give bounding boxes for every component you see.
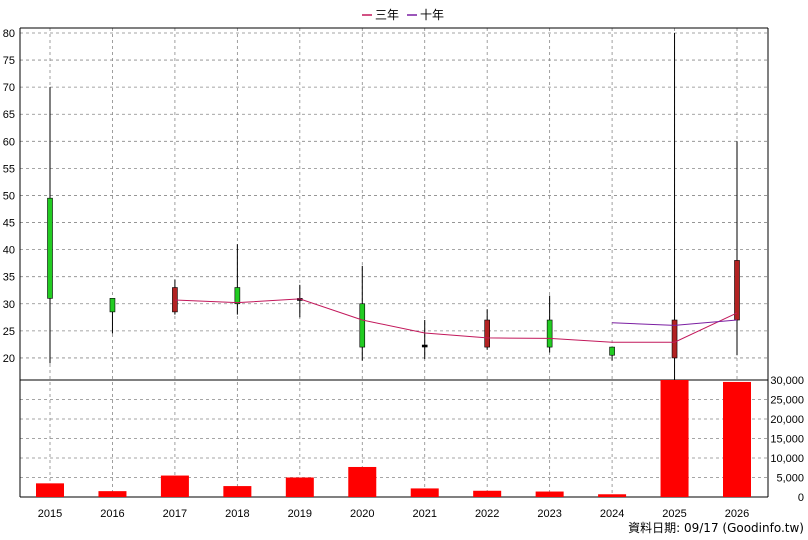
- volume-tick-label: 20,000: [770, 414, 804, 426]
- price-axis-ticks: 20 25 30 35 40 45 50 55 60 65 70 75 80: [3, 28, 15, 365]
- legend-label-3yr: 三年: [375, 8, 399, 22]
- legend-label-10yr: 十年: [420, 8, 444, 22]
- series-line-3yr: [174, 298, 738, 343]
- volume-tick-label: 10,000: [770, 453, 804, 465]
- x-tick-label: 2026: [725, 508, 749, 520]
- volume-tick-label: 25,000: [770, 395, 804, 407]
- series-line-10yr: [612, 319, 738, 326]
- price-tick-label: 55: [3, 163, 15, 175]
- candles: [47, 33, 740, 380]
- candle-body: [734, 260, 740, 321]
- x-tick-label: 2025: [662, 508, 686, 520]
- volume-tick-label: 30,000: [770, 375, 804, 387]
- candle-body: [359, 303, 366, 348]
- grid: [20, 28, 768, 498]
- volume-tick-label: 5,000: [776, 473, 804, 485]
- volume-bar: [410, 488, 439, 497]
- price-tick-label: 80: [3, 28, 15, 40]
- footnote: 資料日期: 09/17 (Goodinfo.tw): [628, 521, 804, 535]
- volume-axis-ticks: 0 5,000 10,000 15,000 20,000 25,000 30,000: [770, 375, 804, 504]
- x-tick-label: 2023: [537, 508, 561, 520]
- volume-bar: [160, 475, 189, 497]
- price-tick-label: 70: [3, 82, 15, 94]
- candle-body: [546, 319, 553, 348]
- candle-body: [47, 197, 53, 299]
- price-tick-label: 35: [3, 272, 15, 284]
- price-tick-label: 20: [3, 353, 15, 365]
- plot-frame: [19, 27, 769, 498]
- candle-body: [609, 346, 615, 356]
- volume-bar: [285, 477, 314, 497]
- volume-bar: [223, 486, 252, 497]
- x-tick-label: 2015: [38, 508, 62, 520]
- volume-bar: [348, 466, 377, 497]
- price-tick-label: 45: [3, 218, 15, 230]
- volume-bar: [36, 483, 64, 497]
- volume-bar: [598, 494, 627, 497]
- x-tick-label: 2020: [350, 508, 374, 520]
- average-lines: [174, 298, 738, 343]
- volume-bar: [660, 380, 689, 497]
- candle-body: [484, 319, 490, 348]
- x-tick-label: 2021: [412, 508, 436, 520]
- volume-tick-label: 15,000: [770, 434, 804, 446]
- x-tick-label: 2022: [475, 508, 499, 520]
- volume-bar: [723, 381, 751, 497]
- legend: 三年 十年: [362, 8, 444, 22]
- price-tick-label: 65: [3, 109, 15, 121]
- price-tick-label: 75: [3, 55, 15, 67]
- volume-bar: [535, 491, 564, 497]
- volume-bar: [98, 491, 127, 497]
- x-tick-label: 2018: [225, 508, 249, 520]
- x-tick-label: 2016: [100, 508, 124, 520]
- candle-body: [234, 287, 241, 305]
- volume-bar: [473, 490, 502, 497]
- x-tick-label: 2019: [288, 508, 312, 520]
- volume-tick-label: 0: [798, 492, 804, 504]
- candle-body: [109, 298, 116, 313]
- price-tick-label: 40: [3, 245, 15, 257]
- x-axis-ticks: 2015 2016 2017 2018 2019 2020 2021 2022 2023 2024…: [38, 508, 749, 520]
- price-tick-label: 50: [3, 190, 15, 202]
- candle-body: [671, 319, 678, 359]
- price-tick-label: 30: [3, 299, 15, 311]
- volume-bars: [36, 380, 751, 497]
- candle-body: [421, 344, 428, 348]
- price-tick-label: 60: [3, 136, 15, 148]
- x-tick-label: 2017: [163, 508, 187, 520]
- price-tick-label: 25: [3, 326, 15, 338]
- x-tick-label: 2024: [600, 508, 624, 520]
